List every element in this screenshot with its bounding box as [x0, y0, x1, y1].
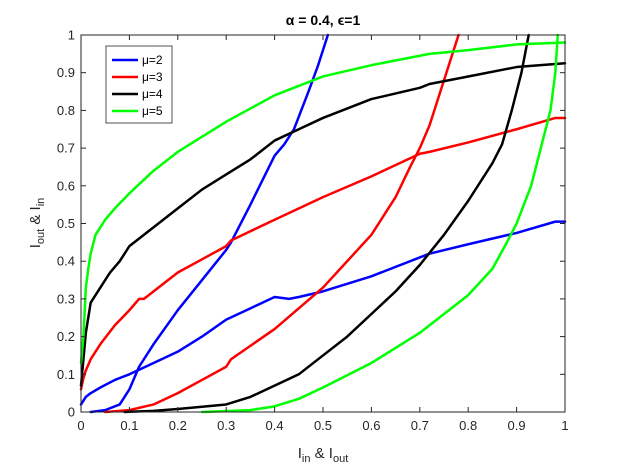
series-3-curve-1 — [79, 62, 567, 387]
y-tick-label-8: 0.8 — [57, 103, 75, 118]
legend-label-2: μ=3 — [142, 70, 163, 84]
x-axis-label-mid: & I — [310, 445, 333, 462]
y-tick-label-5: 0.5 — [57, 216, 75, 231]
y-axis-label-sub2: in — [35, 198, 47, 207]
x-tick-label-2: 0.2 — [169, 418, 187, 433]
x-tick-label-0: 0 — [77, 418, 84, 433]
y-tick-label-10: 1 — [68, 28, 75, 43]
curves-layer — [79, 33, 567, 414]
x-axis-label-sub1: in — [302, 453, 311, 465]
y-axis-label-sub1: out — [35, 229, 47, 244]
y-tick-label-9: 0.9 — [57, 65, 75, 80]
chart-title: α = 0.4, ϵ=1 — [286, 12, 361, 28]
y-tick-label-7: 0.7 — [57, 141, 75, 156]
series-2-curve-2 — [103, 33, 460, 414]
series-4-curve-1 — [79, 41, 567, 365]
y-tick-label-0: 0 — [68, 405, 75, 420]
legend-label-3: μ=4 — [142, 87, 163, 101]
x-axis-label: Iin & Iout — [298, 445, 349, 465]
y-axis-label: Iout & Iin — [27, 198, 47, 249]
y-tick-label-1: 0.1 — [57, 367, 75, 382]
x-tick-label-6: 0.6 — [362, 418, 380, 433]
y-axis-label-main1: I — [27, 244, 44, 248]
y-tick-label-3: 0.3 — [57, 291, 75, 306]
y-tick-label-6: 0.6 — [57, 178, 75, 193]
x-tick-label-9: 0.9 — [508, 418, 526, 433]
x-tick-label-5: 0.5 — [314, 418, 332, 433]
series-3-curve-2 — [123, 33, 530, 414]
x-tick-label-4: 0.4 — [266, 418, 284, 433]
x-tick-label-3: 0.3 — [217, 418, 235, 433]
y-tick-label-2: 0.2 — [57, 329, 75, 344]
legend-items: μ=2 μ=3 μ=4 μ=5 — [112, 53, 163, 118]
legend: μ=2 μ=3 μ=4 μ=5 — [105, 45, 173, 124]
legend-label-4: μ=5 — [142, 104, 163, 118]
ticks-layer: 0 0.1 0.2 0.3 0.4 0.5 0.6 0.7 0.8 0.9 1 0 0.1 0.2 0.3 0… — [57, 28, 569, 434]
x-axis-label-sub2: out — [333, 453, 348, 465]
x-tick-label-7: 0.7 — [411, 418, 429, 433]
series-1-curve-1 — [79, 220, 567, 406]
x-axis-label-main1: I — [298, 445, 302, 462]
series-4-curve-2 — [200, 33, 559, 414]
x-tick-label-10: 1 — [561, 418, 568, 433]
x-tick-label-1: 0.1 — [120, 418, 138, 433]
series-2-curve-1 — [79, 116, 567, 391]
legend-label-1: μ=2 — [142, 53, 163, 67]
x-tick-label-8: 0.8 — [459, 418, 477, 433]
series-1-curve-2 — [89, 33, 330, 414]
y-tick-label-4: 0.4 — [57, 254, 75, 269]
y-axis-label-mid: & I — [27, 206, 44, 229]
